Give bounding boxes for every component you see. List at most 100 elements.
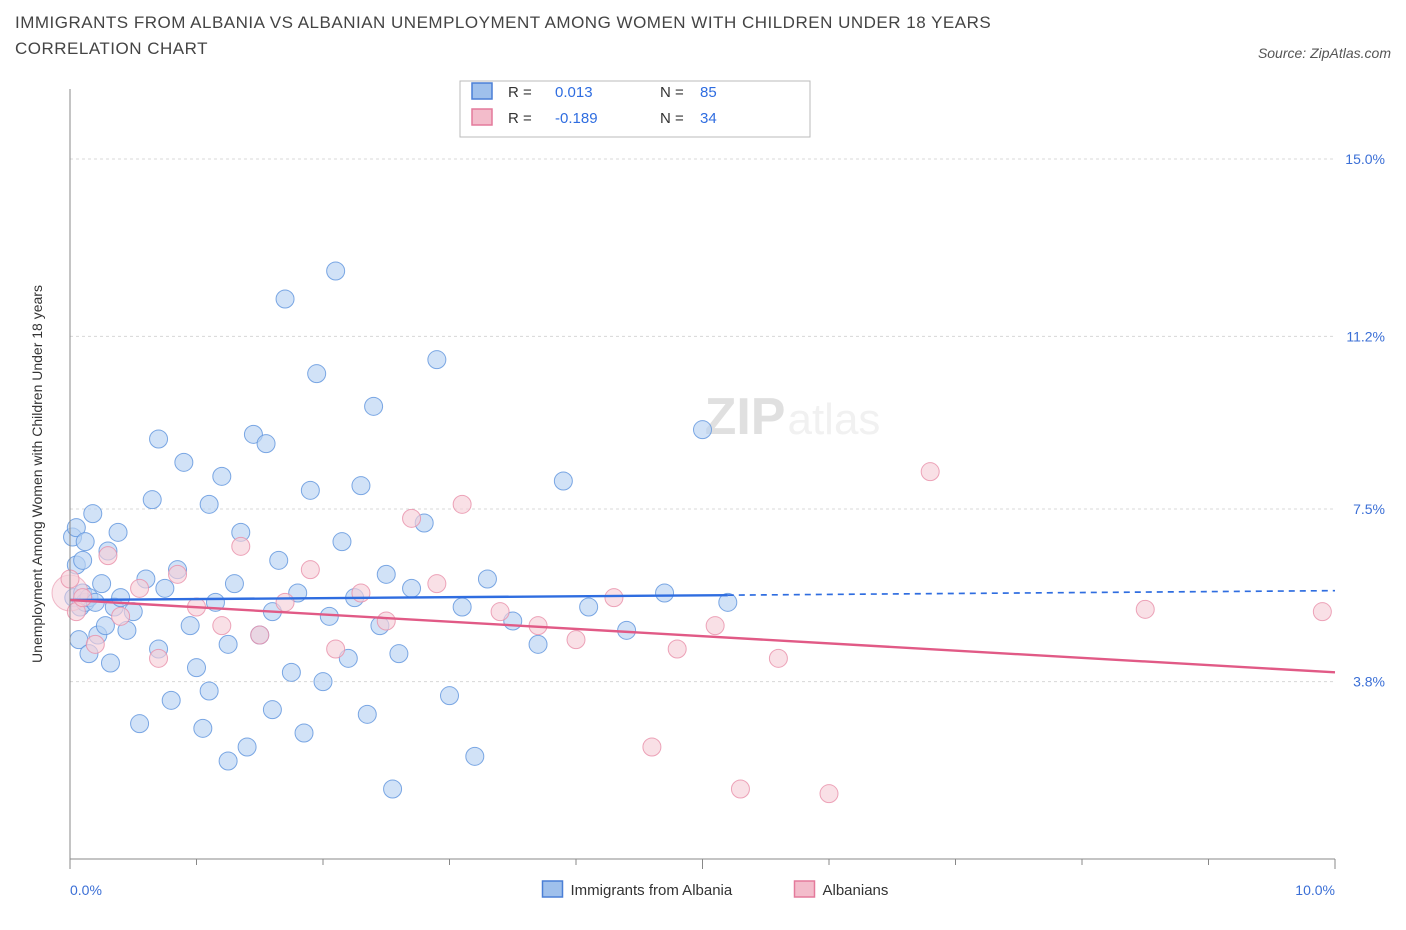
scatter-point xyxy=(921,463,939,481)
legend-r-value: -0.189 xyxy=(555,110,598,127)
scatter-point xyxy=(301,561,319,579)
scatter-point xyxy=(327,640,345,658)
scatter-point xyxy=(181,617,199,635)
scatter-point xyxy=(213,467,231,485)
scatter-point xyxy=(225,575,243,593)
legend-n-label: N = xyxy=(660,110,684,127)
scatter-point xyxy=(668,640,686,658)
y-tick-label: 15.0% xyxy=(1345,151,1385,167)
scatter-point xyxy=(175,453,193,471)
legend-n-value: 34 xyxy=(700,110,717,127)
scatter-point xyxy=(76,533,94,551)
scatter-point xyxy=(580,598,598,616)
scatter-point xyxy=(219,752,237,770)
scatter-point xyxy=(377,612,395,630)
scatter-point xyxy=(308,365,326,383)
scatter-point xyxy=(453,495,471,513)
legend-swatch xyxy=(543,881,563,897)
scatter-point xyxy=(295,724,313,742)
scatter-point xyxy=(567,631,585,649)
scatter-point xyxy=(643,738,661,756)
scatter-point xyxy=(143,491,161,509)
scatter-point xyxy=(200,682,218,700)
scatter-point xyxy=(219,635,237,653)
scatter-point xyxy=(377,565,395,583)
scatter-point xyxy=(466,747,484,765)
scatter-point xyxy=(84,505,102,523)
y-axis-title: Unemployment Among Women with Children U… xyxy=(29,285,45,663)
scatter-point xyxy=(276,593,294,611)
scatter-point xyxy=(238,738,256,756)
y-tick-label: 3.8% xyxy=(1353,674,1385,690)
scatter-point xyxy=(428,575,446,593)
scatter-point xyxy=(131,579,149,597)
scatter-point xyxy=(109,523,127,541)
scatter-point xyxy=(327,262,345,280)
chart-title: IMMIGRANTS FROM ALBANIA VS ALBANIAN UNEM… xyxy=(15,10,1115,61)
scatter-point xyxy=(820,785,838,803)
scatter-point xyxy=(1136,600,1154,618)
scatter-point xyxy=(282,663,300,681)
y-tick-label: 11.2% xyxy=(1346,328,1385,344)
scatter-point xyxy=(769,649,787,667)
scatter-point xyxy=(99,547,117,565)
x-tick-label: 0.0% xyxy=(70,882,102,898)
scatter-point xyxy=(112,607,130,625)
scatter-point xyxy=(194,719,212,737)
scatter-point xyxy=(86,635,104,653)
trend-line-extrapolated xyxy=(728,591,1335,595)
scatter-point xyxy=(188,659,206,677)
scatter-point xyxy=(453,598,471,616)
x-tick-label: 10.0% xyxy=(1295,882,1335,898)
scatter-point xyxy=(384,780,402,798)
legend-r-label: R = xyxy=(508,110,532,127)
scatter-point xyxy=(441,687,459,705)
scatter-point xyxy=(150,649,168,667)
scatter-point xyxy=(200,495,218,513)
scatter-point xyxy=(428,351,446,369)
scatter-point xyxy=(529,635,547,653)
scatter-point xyxy=(301,481,319,499)
scatter-point xyxy=(314,673,332,691)
scatter-point xyxy=(478,570,496,588)
scatter-point xyxy=(352,584,370,602)
legend-n-label: N = xyxy=(660,84,684,101)
scatter-point xyxy=(156,579,174,597)
scatter-point xyxy=(352,477,370,495)
scatter-point xyxy=(333,533,351,551)
legend-r-value: 0.013 xyxy=(555,84,593,101)
scatter-point xyxy=(101,654,119,672)
watermark: ZIPatlas xyxy=(705,388,881,446)
scatter-point xyxy=(74,589,92,607)
legend-swatch xyxy=(472,109,492,125)
source-credit: Source: ZipAtlas.com xyxy=(1258,45,1391,61)
scatter-point xyxy=(263,701,281,719)
scatter-point xyxy=(162,691,180,709)
legend-n-value: 85 xyxy=(700,84,717,101)
y-tick-label: 7.5% xyxy=(1353,501,1385,517)
scatter-point xyxy=(131,715,149,733)
scatter-point xyxy=(93,575,111,593)
scatter-point xyxy=(605,589,623,607)
scatter-point xyxy=(169,565,187,583)
legend-r-label: R = xyxy=(508,84,532,101)
legend-series-label: Immigrants from Albania xyxy=(571,882,733,899)
correlation-chart: ZIPatlas 3.8% 7.5% 11.2% 15.0% 0.0% 10.0% Unemp… xyxy=(15,69,1391,909)
scatter-point xyxy=(276,290,294,308)
legend-series-label: Albanians xyxy=(823,882,889,899)
scatter-point xyxy=(251,626,269,644)
legend-swatch xyxy=(472,83,492,99)
scatter-point xyxy=(74,551,92,569)
legend-swatch xyxy=(795,881,815,897)
scatter-point xyxy=(257,435,275,453)
scatter-point xyxy=(656,584,674,602)
scatter-point xyxy=(403,579,421,597)
scatter-point xyxy=(694,421,712,439)
scatter-point xyxy=(365,397,383,415)
scatter-point xyxy=(403,509,421,527)
scatter-point xyxy=(554,472,572,490)
scatter-point xyxy=(232,537,250,555)
scatter-point xyxy=(270,551,288,569)
scatter-point xyxy=(150,430,168,448)
scatter-point xyxy=(213,617,231,635)
